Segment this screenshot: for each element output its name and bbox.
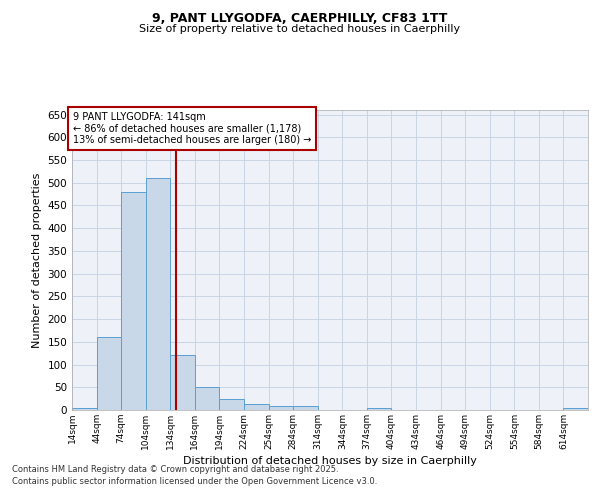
Bar — [170, 356, 195, 410]
Text: 9 PANT LLYGODFA: 141sqm
← 86% of detached houses are smaller (1,178)
13% of semi: 9 PANT LLYGODFA: 141sqm ← 86% of detache… — [73, 112, 311, 146]
Bar — [293, 406, 318, 410]
Bar — [72, 408, 97, 410]
Bar — [244, 404, 269, 410]
Bar — [146, 178, 170, 410]
Text: Contains public sector information licensed under the Open Government Licence v3: Contains public sector information licen… — [12, 477, 377, 486]
Bar — [269, 406, 293, 410]
Bar — [121, 192, 146, 410]
Text: Size of property relative to detached houses in Caerphilly: Size of property relative to detached ho… — [139, 24, 461, 34]
Text: Contains HM Land Registry data © Crown copyright and database right 2025.: Contains HM Land Registry data © Crown c… — [12, 466, 338, 474]
Bar — [195, 388, 220, 410]
Bar — [367, 408, 391, 410]
Bar — [563, 408, 588, 410]
Y-axis label: Number of detached properties: Number of detached properties — [32, 172, 42, 348]
Text: 9, PANT LLYGODFA, CAERPHILLY, CF83 1TT: 9, PANT LLYGODFA, CAERPHILLY, CF83 1TT — [152, 12, 448, 26]
Bar — [97, 338, 121, 410]
X-axis label: Distribution of detached houses by size in Caerphilly: Distribution of detached houses by size … — [183, 456, 477, 466]
Bar — [220, 398, 244, 410]
